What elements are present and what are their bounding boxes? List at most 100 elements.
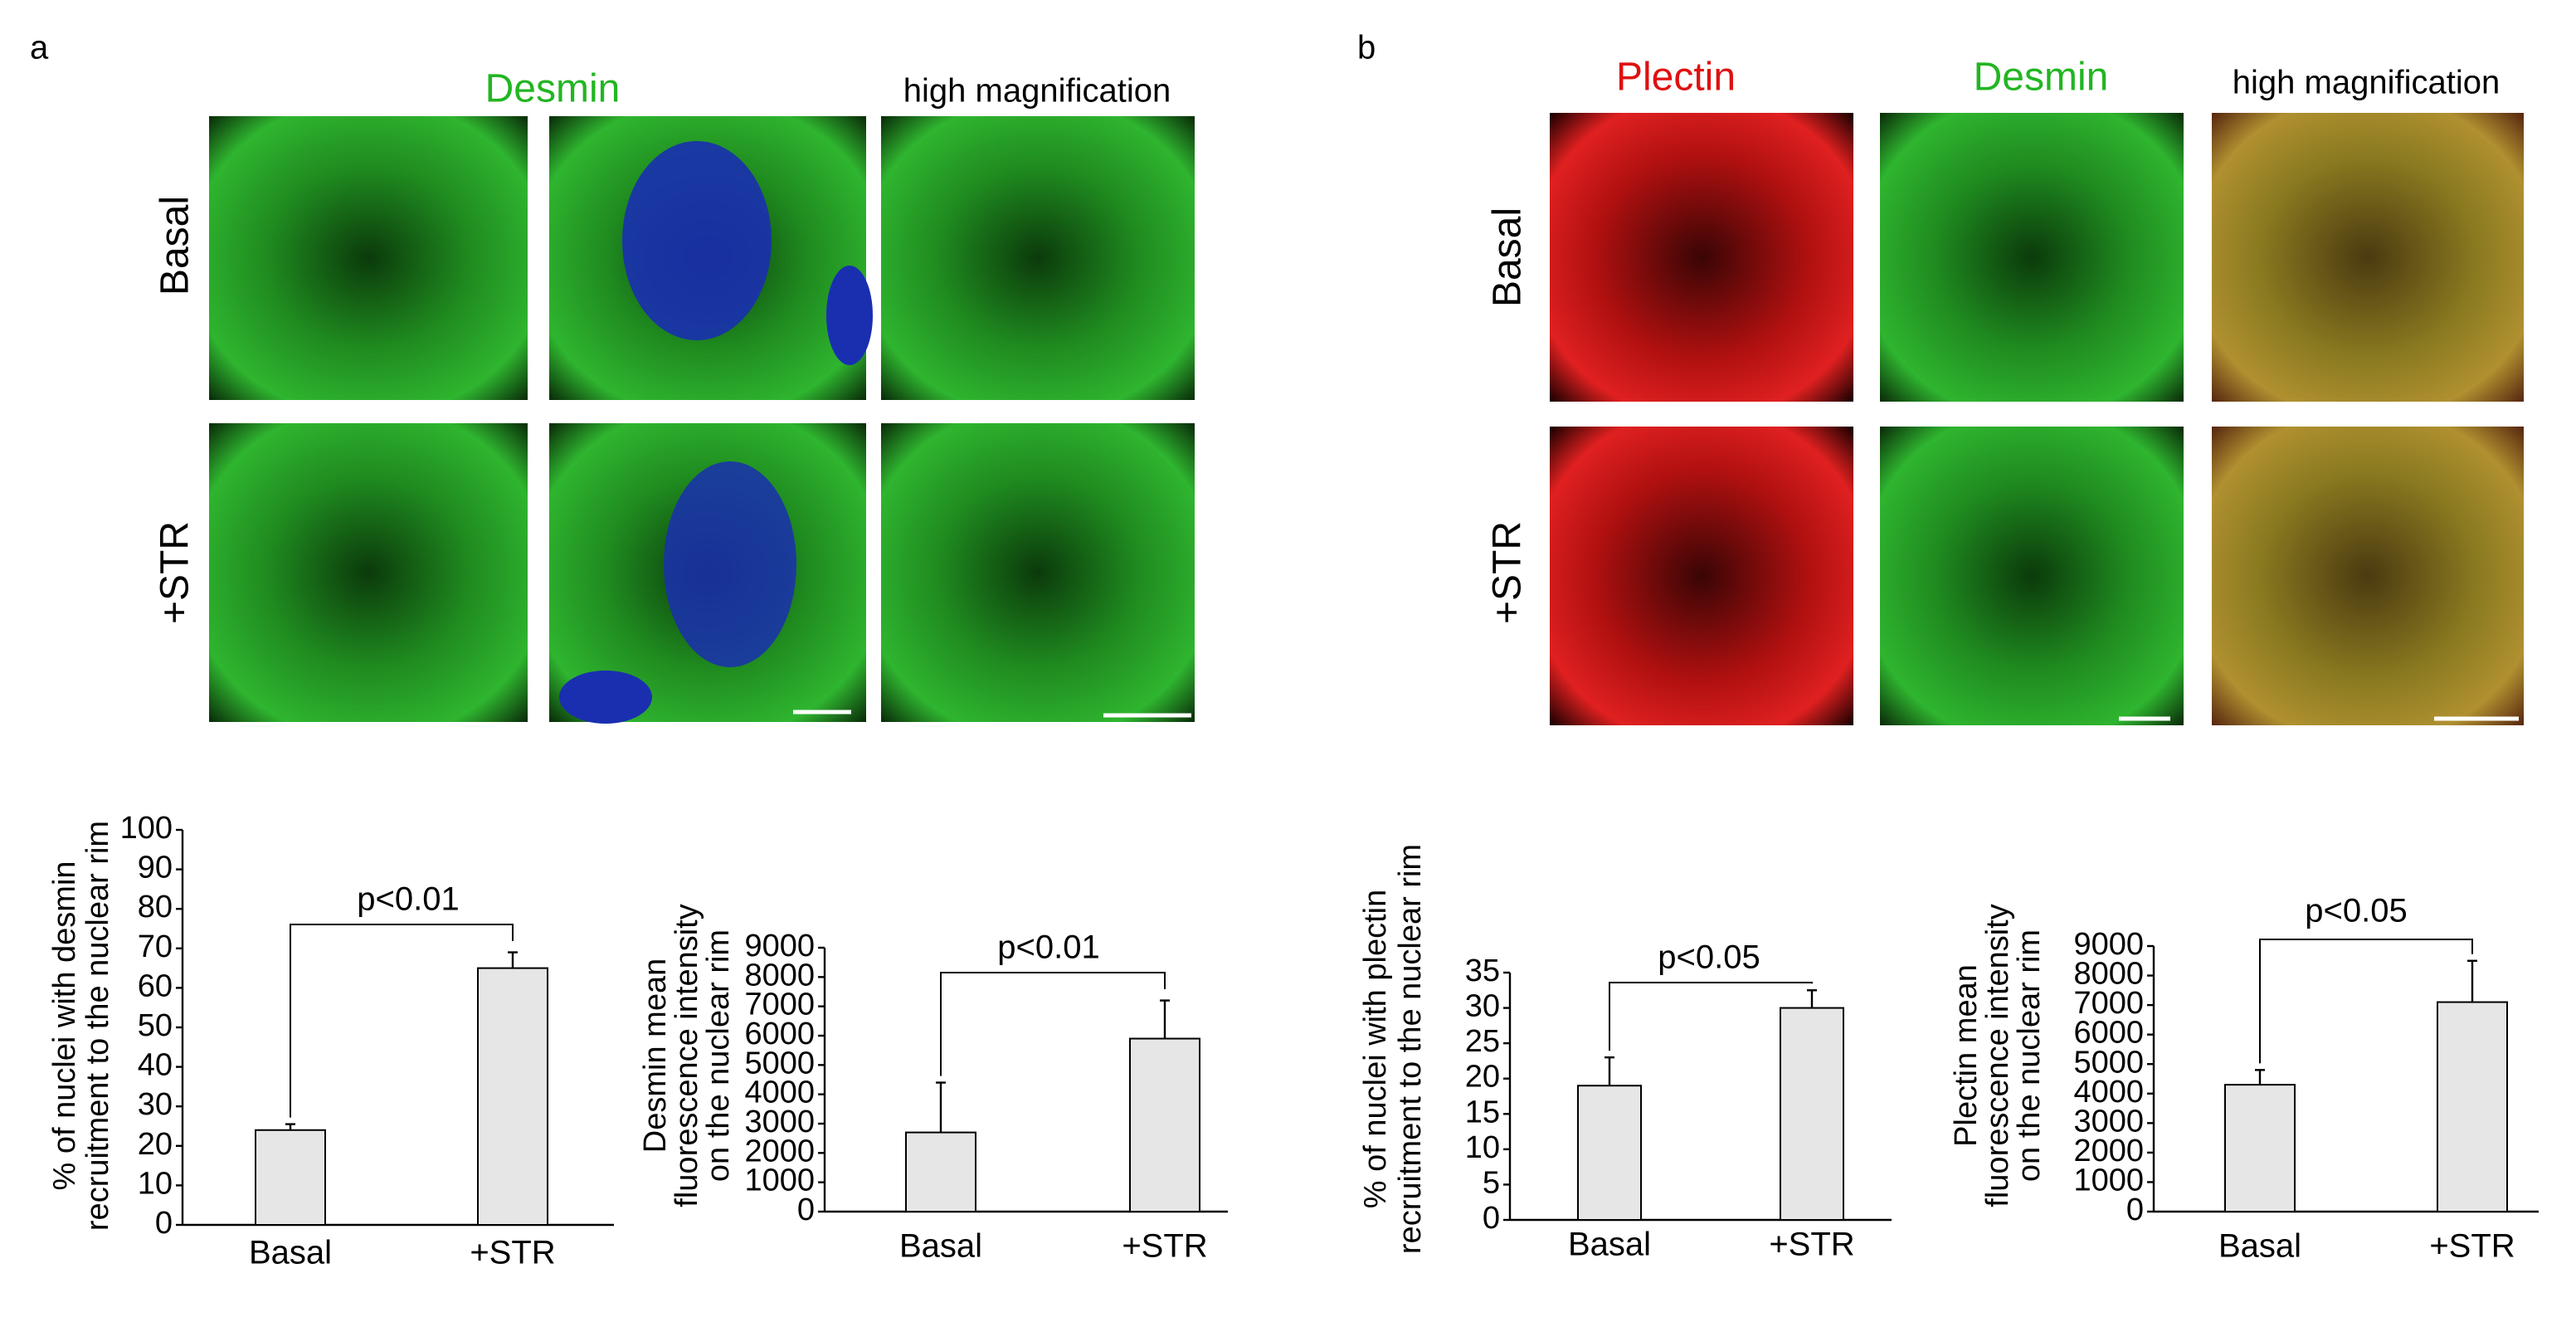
bar (1129, 1037, 1200, 1212)
nucleus (826, 266, 873, 365)
y-tick-label: 20 (1465, 1060, 1500, 1095)
column-title: high magnification (903, 73, 1171, 110)
image (1550, 427, 1853, 725)
y-tick-label: 3000 (744, 1105, 815, 1139)
image (881, 423, 1195, 722)
y-tick-label: 0 (1483, 1201, 1500, 1236)
y-tick-label: 30 (138, 1087, 173, 1122)
y-tick-label: 1000 (744, 1163, 815, 1198)
bar (1780, 1007, 1844, 1221)
x-tick-label: +STR (1122, 1228, 1207, 1265)
significance-bracket (940, 972, 1166, 1076)
column-title: Plectin (1616, 56, 1736, 100)
annotation: p<0.05 (1658, 939, 1760, 976)
y-tick-label: 2000 (2073, 1134, 2144, 1168)
y-tick-label: 20 (138, 1127, 173, 1162)
y-tick-label: 60 (138, 968, 173, 1003)
micrographs-a (209, 116, 1195, 724)
panel-label: a (30, 30, 49, 66)
annotation: p<0.01 (357, 881, 459, 918)
y-tick-label: 7000 (744, 988, 815, 1022)
micrographs-b (1550, 113, 2524, 725)
y-axis-label: Plectin mean (1949, 964, 1984, 1147)
image (209, 423, 528, 722)
y-tick-label: 4000 (744, 1076, 815, 1110)
column-title: Desmin (485, 67, 621, 111)
nucleus (622, 141, 772, 340)
image (2212, 113, 2524, 402)
y-tick-label: 10 (1465, 1130, 1500, 1165)
y-tick-label: 35 (1465, 954, 1500, 988)
y-tick-label: 8000 (2073, 957, 2144, 992)
y-tick-label: 0 (797, 1193, 815, 1227)
y-axis-label: on the nuclear rim (2012, 929, 2047, 1182)
x-tick-label: +STR (470, 1235, 555, 1271)
nucleus (559, 671, 652, 724)
y-tick-label: 90 (138, 851, 173, 885)
y-tick-label: 2000 (744, 1134, 815, 1168)
annotation: p<0.05 (2305, 893, 2407, 929)
column-title: high magnification (2233, 65, 2500, 101)
column-title: Desmin (1974, 56, 2109, 100)
y-tick-label: 7000 (2073, 986, 2144, 1021)
x-tick-label: +STR (1769, 1227, 1854, 1263)
row-label: Basal (1486, 207, 1530, 307)
y-tick-label: 40 (138, 1048, 173, 1083)
y-tick-label: 70 (138, 929, 173, 964)
significance-bracket (290, 924, 514, 1118)
y-axis-label: % of nuclei with plectin (1358, 890, 1393, 1208)
y-tick-label: 6000 (2073, 1016, 2144, 1051)
image (1880, 113, 2184, 402)
panel-label: b (1357, 30, 1376, 66)
x-tick-label: Basal (2218, 1228, 2301, 1265)
y-tick-label: 0 (2126, 1193, 2144, 1227)
nucleus (664, 461, 796, 667)
y-axis-label: Desmin mean (638, 958, 673, 1153)
y-axis-label: fluorescence intensity (670, 904, 704, 1207)
y-tick-label: 9000 (2073, 927, 2144, 962)
x-tick-label: Basal (899, 1228, 982, 1265)
y-tick-label: 80 (138, 890, 173, 924)
y-tick-label: 6000 (744, 1017, 815, 1051)
significance-bracket (2259, 939, 2473, 1064)
y-tick-label: 4000 (2073, 1075, 2144, 1110)
row-label: +STR (1486, 521, 1530, 624)
y-tick-label: 10 (138, 1166, 173, 1201)
image (881, 116, 1195, 400)
image (1880, 427, 2184, 725)
y-tick-label: 1000 (2073, 1163, 2144, 1197)
image (2212, 427, 2524, 725)
y-tick-label: 25 (1465, 1024, 1500, 1059)
y-axis-label: recruitment to the nuclear rim (1393, 844, 1428, 1254)
y-tick-label: 0 (155, 1206, 173, 1241)
bar (255, 1129, 326, 1227)
y-tick-label: 5000 (2073, 1045, 2144, 1080)
image (209, 116, 528, 400)
significance-bracket (1609, 982, 1813, 1051)
x-tick-label: +STR (2429, 1228, 2515, 1265)
x-tick-label: Basal (249, 1235, 332, 1271)
image (1550, 113, 1853, 402)
y-tick-label: 30 (1465, 989, 1500, 1024)
row-label: +STR (153, 521, 197, 624)
y-tick-label: 3000 (2073, 1104, 2144, 1139)
y-tick-label: 50 (138, 1008, 173, 1043)
bar (2437, 1001, 2508, 1212)
bar (1577, 1085, 1642, 1221)
annotation: p<0.01 (997, 929, 1099, 966)
y-tick-label: 15 (1465, 1095, 1500, 1129)
y-tick-label: 5 (1483, 1165, 1500, 1200)
y-axis-label: fluorescence intensity (1980, 904, 2015, 1207)
bar (905, 1131, 976, 1212)
row-label: Basal (153, 196, 197, 295)
bar (477, 967, 548, 1226)
x-tick-label: Basal (1568, 1227, 1651, 1263)
y-axis-label: % of nuclei with desmin (47, 861, 82, 1190)
y-axis-label: on the nuclear rim (701, 929, 736, 1182)
y-tick-label: 9000 (744, 929, 815, 963)
y-tick-label: 5000 (744, 1046, 815, 1080)
bar (2224, 1084, 2296, 1212)
y-tick-label: 8000 (744, 958, 815, 993)
y-tick-label: 100 (120, 811, 173, 846)
